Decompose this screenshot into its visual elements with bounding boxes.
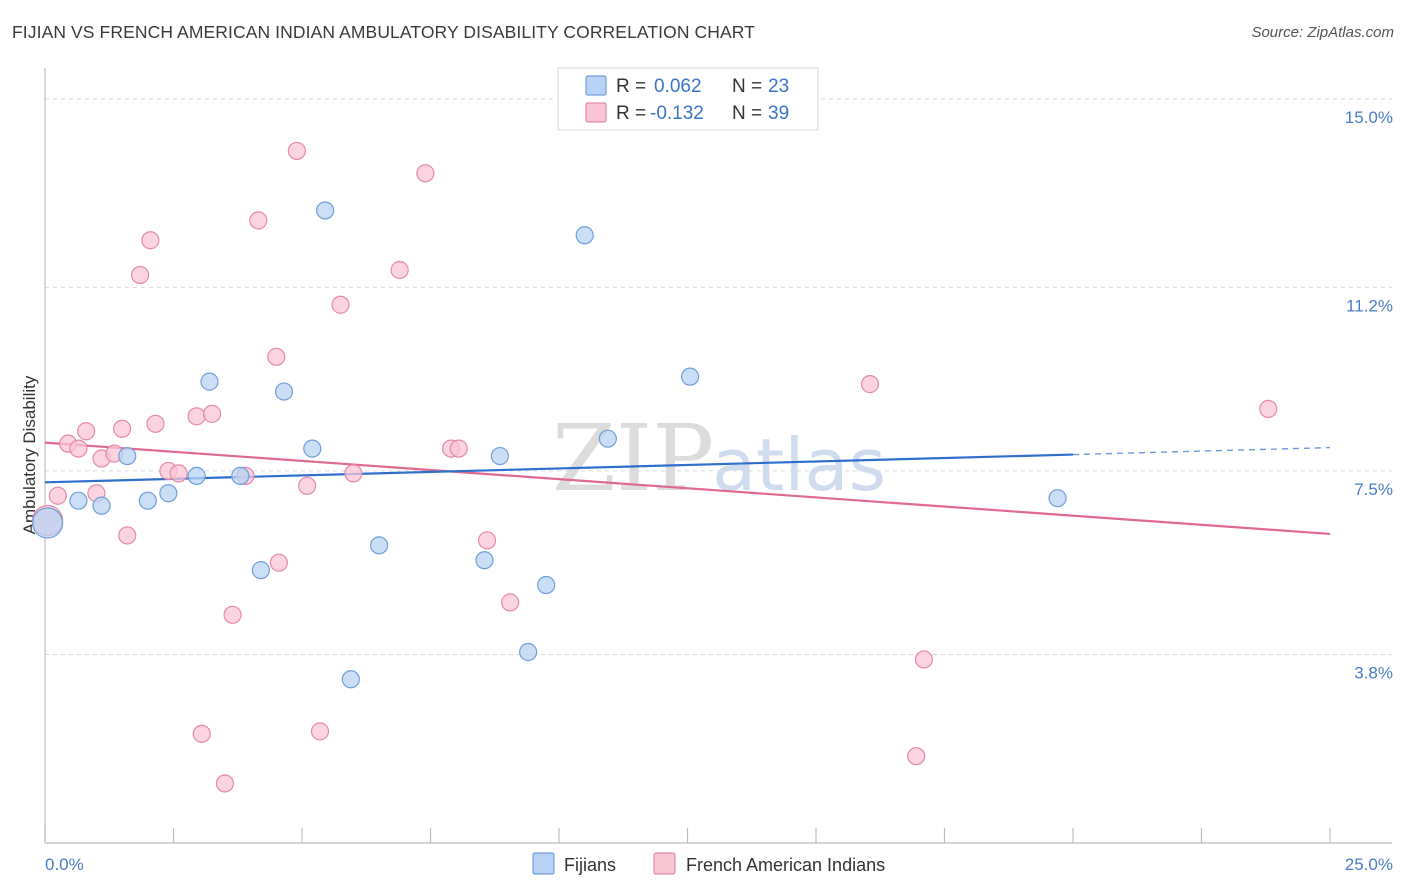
fijians-point-13 [341, 670, 360, 689]
trend-line-french-american-indians [44, 441, 1331, 536]
french-american-indians-point-12 [146, 414, 165, 433]
fijians-point-6 [187, 466, 206, 485]
french-american-indians-point-38 [1259, 399, 1278, 419]
y-axis-title: Ambulatory Disability [20, 375, 39, 534]
y-tick-labels: 3.8% 7.5% 11.2% 15.0% [1345, 108, 1393, 683]
fijians-point-20 [598, 429, 617, 448]
french-american-indians-point-8 [112, 419, 132, 438]
legend-r-label-1: R = [616, 76, 646, 97]
french-american-indians-point-30 [416, 164, 435, 183]
french-american-indians-point-21 [249, 211, 268, 230]
series-label-french-american-indians: French American Indians [686, 855, 885, 875]
french-american-indians-point-25 [298, 476, 317, 495]
french-american-indians-point-1 [48, 486, 67, 505]
watermark-zip: ZIP [552, 405, 714, 512]
french-american-indians-point-19 [223, 605, 242, 624]
fijians-point-4 [138, 491, 157, 510]
fijians-point-10 [274, 382, 294, 401]
legend-r-label-2: R = [616, 103, 646, 124]
fijians-point-15 [475, 551, 494, 570]
fijians-point-8 [231, 466, 250, 485]
legend-swatch-pink [585, 102, 607, 123]
grid-lines [45, 98, 1392, 655]
fijians-point-22 [1048, 489, 1067, 508]
french-american-indians-point-35 [860, 375, 880, 394]
series-swatch-fijians [532, 852, 555, 875]
french-american-indians-point-36 [907, 747, 926, 766]
y-tick-label-2: 11.2% [1346, 296, 1393, 315]
x-tick-labels: 0.0% 25.0% [45, 855, 1393, 874]
fijians-point-16 [490, 446, 509, 466]
trend-lines [44, 441, 1331, 536]
series-label-fijians: Fijians [564, 855, 616, 875]
fijians-point-9 [251, 561, 270, 580]
french-american-indians-point-27 [331, 295, 350, 314]
french-american-indians-point-28 [344, 464, 363, 483]
french-american-indians-point-22 [267, 347, 286, 366]
fijians-point-5 [159, 484, 178, 503]
french-american-indians-point-29 [390, 260, 409, 280]
fijians-point-12 [316, 201, 335, 220]
legend-n-value-2: 39 [768, 103, 789, 124]
legend-swatch-blue [585, 75, 607, 96]
watermark-atlas: atlas [712, 423, 886, 507]
y-tick-label-0: 3.8% [1354, 663, 1393, 682]
series-legend: Fijians French American Indians [532, 852, 885, 875]
french-american-indians-point-14 [169, 464, 188, 483]
fijians-point-19 [575, 226, 594, 245]
french-american-indians-point-33 [477, 531, 497, 550]
legend-n-label-2: N = [732, 103, 762, 124]
fijians-points [31, 201, 1067, 689]
fijians-point-17 [519, 642, 538, 662]
french-american-indians-point-3 [69, 439, 88, 458]
french-american-indians-point-17 [202, 404, 222, 423]
x-tick-label-1: 25.0% [1345, 855, 1393, 874]
french-american-indians-point-18 [215, 774, 234, 793]
y-tick-label-3: 15.0% [1345, 108, 1393, 127]
legend-n-label-1: N = [732, 76, 762, 97]
french-american-indians-point-32 [449, 439, 468, 458]
french-american-indians-point-24 [287, 141, 306, 161]
fijians-point-2 [92, 496, 111, 515]
fijians-point-21 [680, 367, 700, 386]
fijians-point-3 [118, 446, 137, 466]
fijians-point-11 [303, 439, 322, 458]
fijians-point-1 [69, 491, 88, 510]
french-american-indians-point-11 [141, 231, 160, 250]
french-american-indians-point-34 [501, 593, 520, 612]
fijians-point-7 [200, 372, 219, 391]
y-tick-label-1: 7.5% [1354, 480, 1393, 499]
french-american-indians-point-26 [310, 722, 330, 741]
french-american-indians-point-10 [130, 265, 150, 285]
chart-title: FIJIAN VS FRENCH AMERICAN INDIAN AMBULAT… [12, 22, 755, 42]
legend-r-value-2: -0.132 [650, 103, 704, 124]
french-american-indians-point-4 [77, 422, 96, 441]
french-american-indians-point-37 [914, 650, 934, 669]
french-american-indians-point-9 [118, 526, 137, 545]
x-tick-label-0: 0.0% [45, 855, 84, 874]
legend-n-value-1: 23 [768, 76, 789, 97]
legend-r-value-1: 0.062 [654, 76, 702, 97]
fijians-point-14 [370, 536, 389, 555]
correlation-legend: R = 0.062 N = 23 R = -0.132 N = 39 [557, 67, 819, 131]
axes [44, 68, 1392, 844]
fijians-point-0 [31, 507, 64, 539]
french-american-indians-point-16 [192, 724, 211, 743]
trend-line-fijians-extrapolated [1072, 446, 1331, 456]
french-american-indians-point-15 [187, 407, 206, 426]
fijians-point-18 [537, 575, 556, 595]
series-swatch-french-american-indians [653, 852, 676, 875]
trend-line-fijians [44, 453, 1074, 484]
source-credit: Source: ZipAtlas.com [1251, 24, 1394, 41]
french-american-indians-point-23 [269, 553, 288, 572]
